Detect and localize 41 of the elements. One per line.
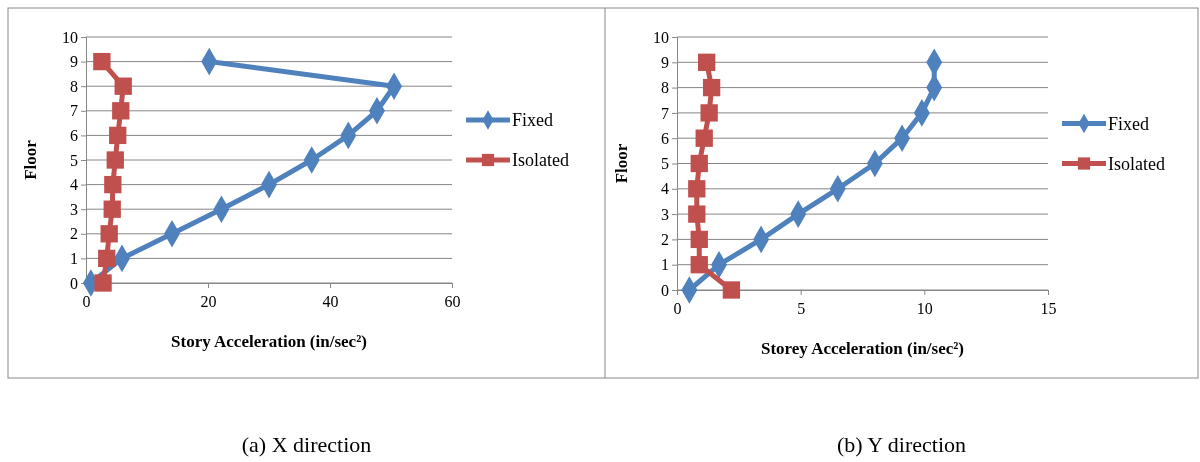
y-tick-label: 8 — [70, 77, 78, 95]
y-tick-label: 3 — [661, 205, 669, 223]
x-tick-label: 15 — [1040, 300, 1057, 317]
y-tick-label: 0 — [70, 274, 78, 292]
y-tick-label: 5 — [70, 151, 78, 169]
y-tick-label: 10 — [653, 28, 669, 46]
legend-label: Fixed — [512, 110, 554, 130]
x-axis-title: Storey Acceleration (in/sec²) — [760, 339, 965, 358]
y-tick-label: 7 — [70, 102, 78, 120]
x-tick-label: 5 — [797, 300, 806, 317]
x-tick-label: 0 — [673, 300, 682, 317]
text: (b) Y direction — [836, 432, 967, 457]
legend-label: Isolated — [1108, 153, 1165, 174]
x-tick-label: 10 — [916, 300, 933, 317]
y-tick-label: 1 — [661, 256, 669, 274]
y-tick-label: 5 — [661, 155, 669, 173]
x-tick-label: 0 — [82, 293, 91, 310]
y-tick-label: 2 — [661, 231, 669, 249]
point — [94, 274, 112, 292]
y-tick-label: 8 — [661, 79, 669, 97]
x-tick-label: 20 — [200, 293, 217, 310]
text: (a) X direction — [241, 432, 372, 457]
y-tick-label: 9 — [70, 53, 78, 71]
legend-label: Isolated — [512, 150, 569, 170]
x-tick-label: 40 — [322, 293, 339, 310]
y-tick-label: 3 — [70, 200, 78, 218]
x-axis-title: Story Acceleration (in/sec²) — [171, 332, 367, 351]
x-tick-label: 60 — [444, 293, 461, 310]
y-tick-label: 6 — [661, 129, 669, 147]
y-tick-label: 4 — [661, 180, 669, 198]
y-tick-label: 9 — [661, 53, 669, 71]
y-tick-label: 6 — [70, 127, 78, 145]
y-axis-title: Floor — [21, 139, 40, 180]
y-tick-label: 4 — [70, 176, 78, 194]
y-tick-label: 2 — [70, 225, 78, 243]
y-tick-label: 7 — [661, 104, 669, 122]
y-tick-label: 10 — [62, 28, 78, 46]
y-tick-label: 0 — [661, 281, 669, 299]
legend-label: Fixed — [1108, 113, 1150, 134]
y-axis-title: Floor — [612, 143, 631, 184]
y-tick-label: 1 — [70, 250, 78, 268]
